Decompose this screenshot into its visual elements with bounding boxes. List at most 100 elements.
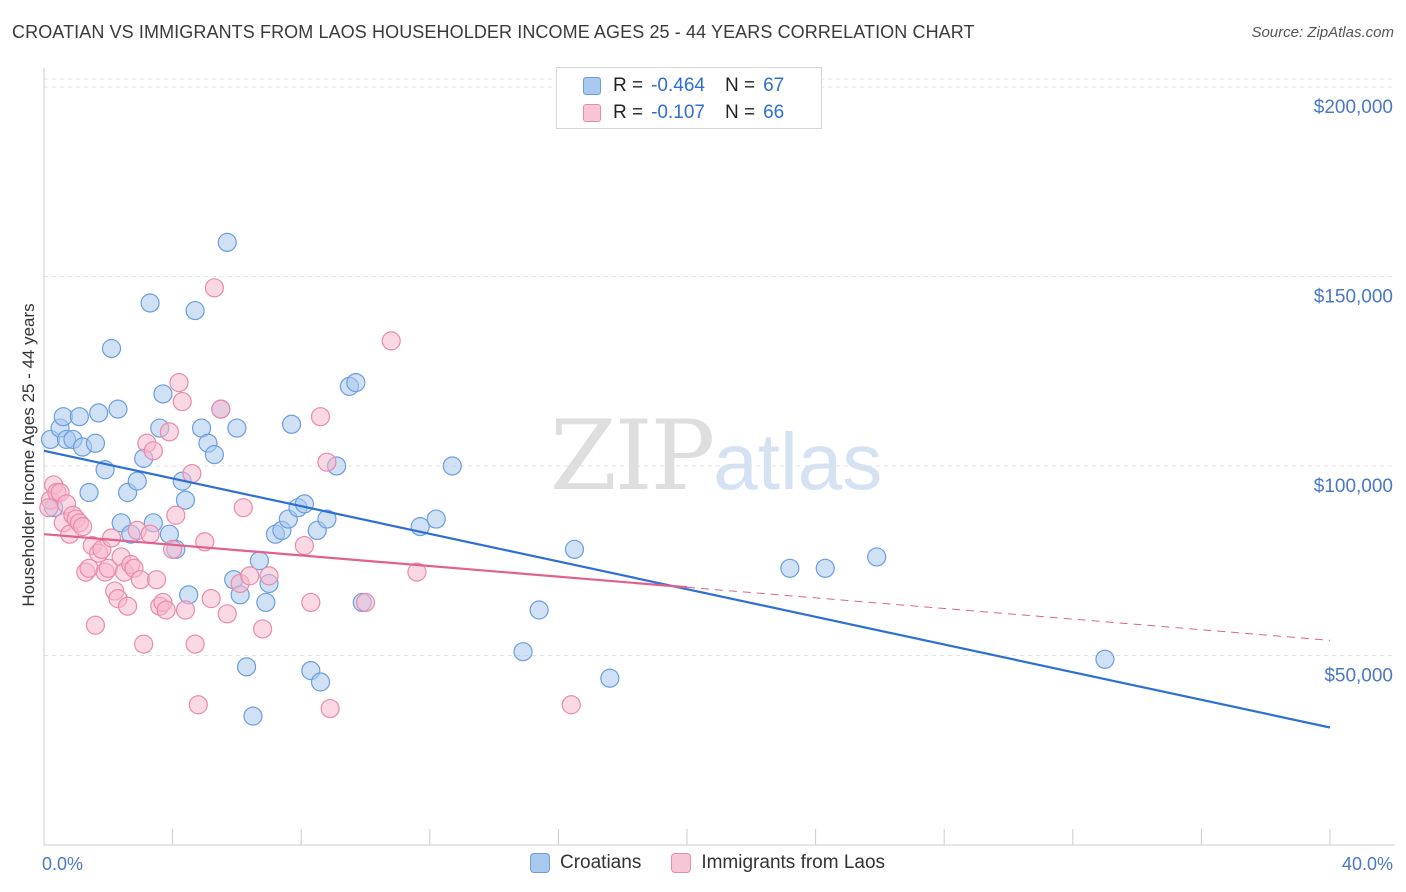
- croatians-point: [101, 338, 122, 359]
- croatians-point: [1095, 649, 1115, 669]
- laos-point: [320, 698, 340, 719]
- legend-n-label: N =: [724, 75, 756, 96]
- legend-r-label: R =: [613, 75, 644, 96]
- laos-point: [240, 566, 260, 586]
- chart-title: CROATIAN VS IMMIGRANTS FROM LAOS HOUSEHO…: [12, 22, 975, 42]
- laos-point: [211, 399, 231, 419]
- laos-point: [169, 372, 189, 393]
- laos-point: [182, 463, 202, 484]
- legend-item-laos[interactable]: Immigrants from Laos: [671, 852, 885, 874]
- laos-point: [72, 517, 93, 537]
- legend-item-croatians[interactable]: Croatians: [530, 852, 641, 874]
- croatians-point: [426, 509, 446, 529]
- legend-swatch-croatians: [530, 853, 550, 873]
- legend-label-croatians: Croatians: [560, 852, 642, 873]
- correlation-legend: R = -0.464 N = 67 R = -0.107 N = 66: [556, 67, 822, 129]
- croatians-point: [140, 293, 160, 313]
- croatians-point: [600, 668, 620, 688]
- croatians-point: [780, 558, 800, 578]
- croatians-point: [89, 403, 109, 423]
- legend-r-value: -0.464: [651, 75, 705, 96]
- croatians-point: [153, 384, 173, 404]
- croatians-trend-line: [43, 449, 1331, 729]
- laos-point: [259, 566, 279, 586]
- legend-r-value: -0.107: [651, 102, 705, 123]
- laos-point: [204, 278, 224, 298]
- croatians-point: [564, 539, 585, 559]
- croatians-point: [442, 456, 462, 476]
- legend-n-value: 67: [763, 75, 785, 96]
- legend-row-laos: R = -0.107 N = 66: [583, 100, 784, 126]
- watermark-zip: ZIP: [550, 400, 715, 512]
- laos-point: [146, 570, 167, 590]
- laos-point: [201, 589, 221, 609]
- croatians-point: [529, 600, 549, 620]
- laos-trend-line-extended: [686, 586, 1331, 641]
- y-tick-label: $200,000: [1314, 97, 1393, 118]
- laos-point: [101, 528, 122, 548]
- laos-point: [188, 695, 208, 715]
- croatians-point: [815, 558, 835, 578]
- legend-r-label: R =: [613, 102, 644, 123]
- y-axis-label: Householder Income Ages 25 - 44 years: [19, 303, 38, 606]
- legend-n-value: 66: [763, 102, 785, 123]
- y-tick-label: $150,000: [1314, 286, 1393, 307]
- y-tick-label: $50,000: [1324, 665, 1393, 686]
- data-points: [39, 232, 1115, 726]
- laos-point: [317, 452, 337, 472]
- croatians-point: [108, 399, 128, 419]
- grid-lines: [43, 78, 1395, 845]
- laos-point: [166, 505, 186, 525]
- laos-point: [294, 535, 315, 556]
- laos-point: [130, 570, 151, 590]
- laos-point: [163, 539, 183, 559]
- laos-point: [175, 600, 196, 620]
- x-tick-label-min: 0.0%: [42, 854, 83, 874]
- laos-point: [407, 562, 427, 582]
- laos-point: [253, 619, 273, 639]
- croatians-point: [294, 494, 315, 514]
- watermark-atlas: atlas: [713, 417, 883, 506]
- laos-trend-line: [43, 533, 688, 589]
- laos-point: [140, 524, 160, 544]
- croatians-point: [281, 414, 302, 434]
- axes: [43, 68, 1395, 846]
- croatians-point: [175, 490, 196, 510]
- laos-point: [561, 695, 581, 715]
- tick-labels: $50,000 $100,000 $150,000 $200,000 0.0% 40.0%: [42, 97, 1393, 874]
- laos-point: [156, 600, 176, 620]
- laos-point: [301, 592, 321, 613]
- trend-lines: [43, 449, 1331, 729]
- laos-point: [355, 592, 376, 613]
- x-tick-label-max: 40.0%: [1342, 854, 1393, 874]
- laos-point: [381, 331, 401, 351]
- legend-swatch-croatians: [583, 77, 601, 95]
- series-legend: Croatians Immigrants from Laos: [530, 852, 915, 874]
- croatians-point: [317, 509, 337, 529]
- croatians-point: [513, 642, 533, 662]
- croatians-point: [243, 706, 263, 726]
- croatians-point: [310, 672, 331, 692]
- y-tick-label: $100,000: [1314, 476, 1393, 497]
- croatians-point: [85, 433, 106, 453]
- legend-n-label: N =: [724, 102, 756, 123]
- croatians-point: [346, 372, 366, 393]
- laos-point: [159, 422, 179, 442]
- legend-label-laos: Immigrants from Laos: [701, 852, 886, 873]
- laos-point: [143, 441, 163, 461]
- source-note: Source: ZipAtlas.com: [1251, 24, 1394, 41]
- croatians-point: [53, 407, 73, 427]
- croatians-point: [217, 232, 237, 252]
- croatians-point: [256, 592, 276, 613]
- laos-point: [233, 498, 253, 518]
- legend-swatch-laos: [583, 104, 601, 122]
- croatians-point: [204, 445, 224, 465]
- legend-swatch-laos: [671, 853, 692, 873]
- croatians-point: [127, 471, 147, 491]
- laos-point: [310, 407, 331, 427]
- croatians-point: [236, 657, 257, 677]
- laos-point: [39, 498, 59, 518]
- croatians-point: [867, 547, 887, 567]
- croatians-point: [69, 407, 89, 427]
